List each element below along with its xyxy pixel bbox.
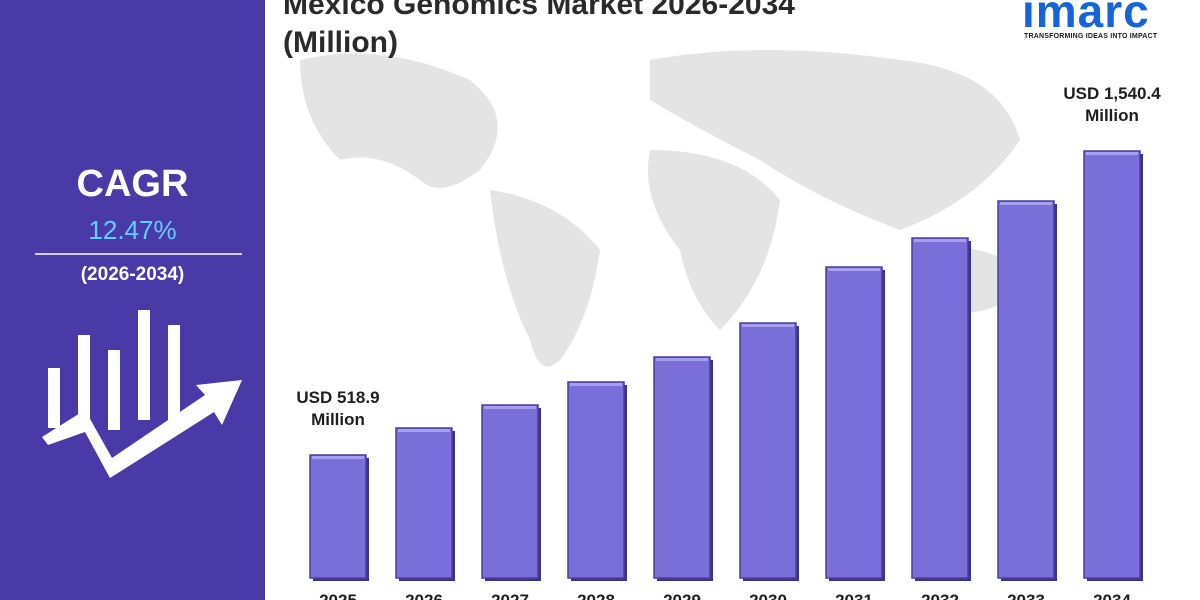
bar <box>739 322 797 579</box>
bar-highlight <box>828 268 880 272</box>
value-label: USD 518.9 Million <box>296 388 380 429</box>
x-tick-label: 2027 <box>491 591 529 600</box>
x-tick-label: 2034 <box>1093 591 1131 600</box>
bar-highlight <box>570 382 622 386</box>
bar <box>309 454 367 579</box>
x-tick-label: 2029 <box>663 591 701 600</box>
bar <box>1083 150 1141 579</box>
cagr-label: CAGR <box>76 163 189 205</box>
cagr-period: (2026-2034) <box>80 264 185 285</box>
growth-icon <box>42 310 242 478</box>
logo-tagline: TRANSFORMING IDEAS INTO IMPACT <box>1024 33 1158 40</box>
bar <box>481 404 539 579</box>
bar-highlight <box>656 357 708 361</box>
bar-highlight <box>1000 201 1052 205</box>
bar <box>825 266 883 579</box>
sidebar-panel <box>0 0 265 600</box>
bar-highlight <box>742 324 794 328</box>
bar-highlight <box>1086 152 1138 155</box>
x-tick-label: 2028 <box>577 591 615 600</box>
bar-highlight <box>398 429 450 433</box>
bar-highlight <box>914 239 966 243</box>
x-tick-label: 2030 <box>749 591 787 600</box>
x-tick-label: 2033 <box>1007 591 1045 600</box>
value-label: USD 1,540.4 Million <box>1063 84 1161 125</box>
chart-title: Mexico Genomics Market 2026-2034 (Millio… <box>283 0 795 59</box>
x-tick-label: 2032 <box>921 591 959 600</box>
bar <box>395 427 453 579</box>
cagr-value: 12.47% <box>88 215 177 245</box>
bar <box>653 356 711 579</box>
x-tick-label: 2025 <box>319 591 357 600</box>
bar-highlight <box>484 406 536 410</box>
x-tick-label: 2026 <box>405 591 443 600</box>
bar <box>997 200 1055 579</box>
x-tick-label: 2031 <box>835 591 873 600</box>
bar <box>911 237 969 579</box>
bar-highlight <box>312 456 364 459</box>
bar <box>567 381 625 579</box>
logo: imarc <box>1022 0 1150 37</box>
world-map <box>300 50 1020 367</box>
